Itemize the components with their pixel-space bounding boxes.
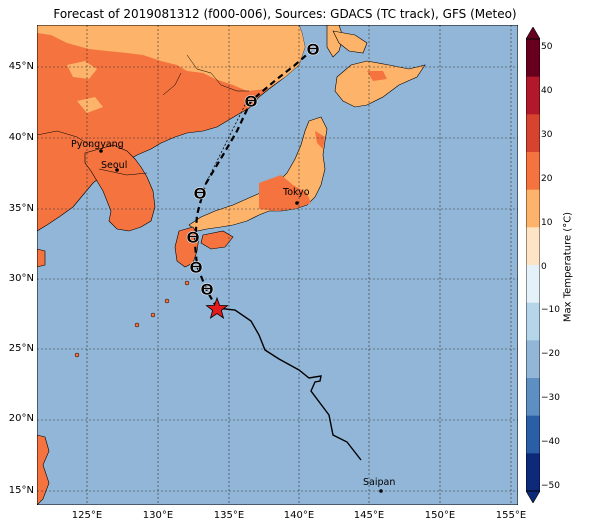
storm-symbol-observed: ϴ — [200, 280, 214, 299]
lon-label-145: 145°E — [353, 510, 385, 521]
land-asia-mild-patch-2 — [77, 97, 103, 113]
lon-label-135: 135°E — [213, 510, 245, 521]
map-title: Forecast of 2019081312 (f000-006), Sourc… — [53, 7, 517, 21]
colorbar-segment — [526, 378, 540, 417]
island — [74, 352, 80, 358]
storm-symbol-forecast: ϴ — [306, 40, 320, 59]
colorbar-bottom-arrow — [526, 490, 540, 503]
land-philippines-edge — [37, 434, 50, 505]
colorbar-tick-m30: −30 — [541, 393, 560, 403]
storm-symbol-observed: ϴ — [189, 258, 203, 277]
map-canvas: ϴ ϴ ϴ ϴ ϴ ϴ Pyongyang Seoul Tokyo Saipan — [37, 25, 518, 505]
storm-symbol-forecast: ϴ — [186, 228, 200, 247]
colorbar-segment — [526, 265, 540, 304]
colorbar-segment — [526, 340, 540, 379]
storm-symbol-forecast: ϴ — [244, 92, 258, 111]
lat-label-45: 45°N — [8, 61, 34, 72]
tc-track-observed — [216, 307, 362, 461]
storm-symbol-forecast: ϴ — [193, 184, 207, 203]
land-hokkaido — [334, 60, 426, 108]
colorbar-tick-m10: −10 — [541, 305, 560, 315]
tc-track-forecast — [193, 50, 312, 309]
colorbar-segment — [526, 39, 540, 78]
colorbar-segment — [526, 302, 540, 341]
city-marker-seoul — [115, 168, 119, 172]
lat-label-30: 30°N — [8, 273, 34, 284]
city-label-tokyo: Tokyo — [282, 187, 310, 198]
colorbar-tick-40: 40 — [541, 86, 553, 96]
colorbar-tick-0: 0 — [541, 262, 547, 272]
graticule — [37, 25, 518, 505]
land-asia-mild-region — [37, 25, 305, 91]
colorbar-title: Max Temperature (°C) — [562, 211, 574, 323]
island — [184, 280, 190, 286]
current-position-star — [205, 296, 229, 319]
lon-label-140: 140°E — [283, 510, 315, 521]
land-korea — [84, 144, 156, 232]
land-asia-mild-patch — [67, 61, 97, 79]
city-label-seoul: Seoul — [101, 160, 127, 171]
lat-label-15: 15°N — [8, 485, 34, 496]
city-label-saipan: Saipan — [363, 477, 395, 488]
colorbar-segment — [526, 76, 540, 115]
colorbar-tick-m50: −50 — [541, 481, 560, 491]
colorbar-tick-m20: −20 — [541, 349, 560, 359]
colorbar-outline — [526, 38, 540, 492]
border-lines — [37, 54, 249, 176]
lon-label-150: 150°E — [424, 510, 456, 521]
colorbar-tick-20: 20 — [541, 174, 553, 184]
lat-label-40: 40°N — [8, 132, 34, 143]
city-marker-tokyo — [295, 201, 299, 205]
colorbar — [526, 27, 540, 503]
island — [150, 312, 156, 318]
land-kamchatka-edge — [332, 30, 368, 54]
city-marker-pyongyang — [99, 149, 103, 153]
lon-label-125: 125°E — [71, 510, 103, 521]
colorbar-segment — [526, 227, 540, 266]
land-honshu-warm-2 — [315, 131, 325, 149]
lat-label-35: 35°N — [8, 203, 34, 214]
colorbar-tick-m40: −40 — [541, 437, 560, 447]
lon-label-130: 130°E — [142, 510, 174, 521]
colorbar-tick-10: 10 — [541, 218, 553, 228]
land-hokkaido-warm — [367, 71, 387, 81]
colorbar-segment — [526, 114, 540, 153]
colorbar-segment — [526, 415, 540, 454]
colorbar-tick-50: 50 — [541, 42, 553, 52]
colorbar-segment — [526, 453, 540, 492]
colorbar-segment — [526, 189, 540, 228]
lat-label-20: 20°N — [8, 413, 34, 424]
island — [164, 298, 170, 304]
city-label-pyongyang: Pyongyang — [71, 139, 124, 150]
colorbar-tick-30: 30 — [541, 130, 553, 140]
land-taiwan-edge — [37, 248, 46, 268]
lat-label-25: 25°N — [8, 343, 34, 354]
island — [134, 322, 140, 328]
land-shikoku — [200, 230, 234, 250]
lon-label-155: 155°E — [495, 510, 527, 521]
colorbar-segment — [526, 152, 540, 191]
colorbar-segments — [526, 39, 540, 492]
colorbar-top-arrow — [526, 27, 540, 40]
